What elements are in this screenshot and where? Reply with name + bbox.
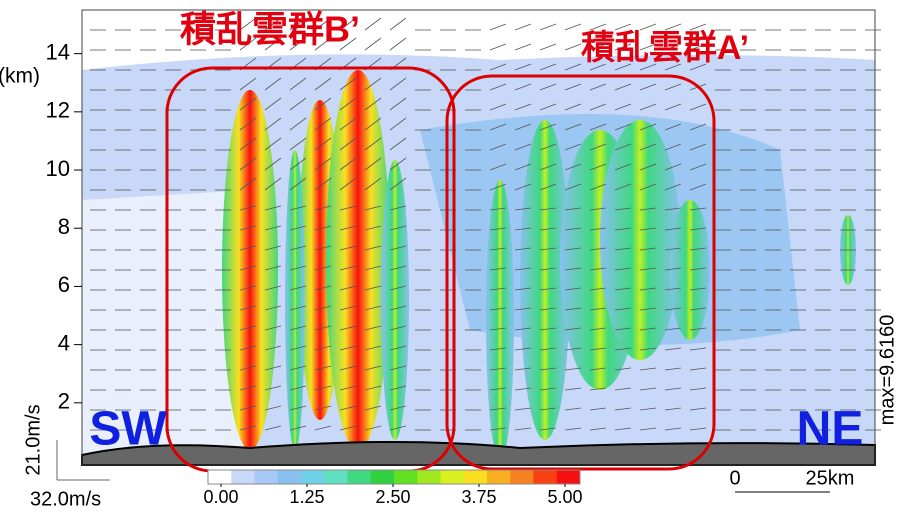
colorbar-segment xyxy=(231,470,255,484)
colorbar-tick-label: 1.25 xyxy=(289,487,324,507)
y-tick-label: 6 xyxy=(58,272,70,297)
y-tick-label: 2 xyxy=(58,389,70,414)
vertical-ref-label: 21.0m/s xyxy=(22,404,44,475)
colorbar-segment xyxy=(510,470,534,484)
y-tick-label: 4 xyxy=(58,330,70,355)
cluster-b-label: 積乱雲群B’ xyxy=(180,9,360,50)
scale-length: 25km xyxy=(806,467,855,489)
max-label: max=9.6160 xyxy=(876,315,898,426)
y-tick-label: 14 xyxy=(46,39,70,64)
cluster-a-label: 積乱雲群A’ xyxy=(581,29,749,67)
colorbar-tick-label: 3.75 xyxy=(461,487,496,507)
colorbar-segment xyxy=(394,470,418,484)
colorbar-segment xyxy=(324,470,348,484)
colorbar-segment xyxy=(278,470,302,484)
y-axis-label: (km) xyxy=(0,65,40,88)
colorbar-tick-label: 0.00 xyxy=(203,487,238,507)
colorbar-segment xyxy=(348,470,372,484)
colorbar-tick-label: 5.00 xyxy=(547,487,582,507)
colorbar-segment xyxy=(255,470,279,484)
colorbar-segment xyxy=(208,470,232,484)
y-tick-label: 8 xyxy=(58,214,70,239)
colorbar-segment xyxy=(557,470,581,484)
colorbar-segment xyxy=(417,470,441,484)
colorbar-segment xyxy=(464,470,488,484)
scale-zero: 0 xyxy=(729,467,740,489)
colorbar-tick-label: 2.50 xyxy=(375,487,410,507)
colorbar-segment xyxy=(441,470,465,484)
colorbar-segment xyxy=(371,470,395,484)
ne-label: NE xyxy=(797,403,864,456)
colorbar-segment xyxy=(534,470,558,484)
horizontal-ref-label: 32.0m/s xyxy=(30,488,101,510)
colorbar-segment xyxy=(301,470,325,484)
y-tick-label: 12 xyxy=(46,98,70,123)
sw-label: SW xyxy=(89,403,167,456)
colorbar-segment xyxy=(487,470,511,484)
chart: 積乱雲群B’ 積乱雲群A’ SW NE max=9.6160 (km) 21.0… xyxy=(0,0,899,516)
y-tick-label: 10 xyxy=(46,156,70,181)
